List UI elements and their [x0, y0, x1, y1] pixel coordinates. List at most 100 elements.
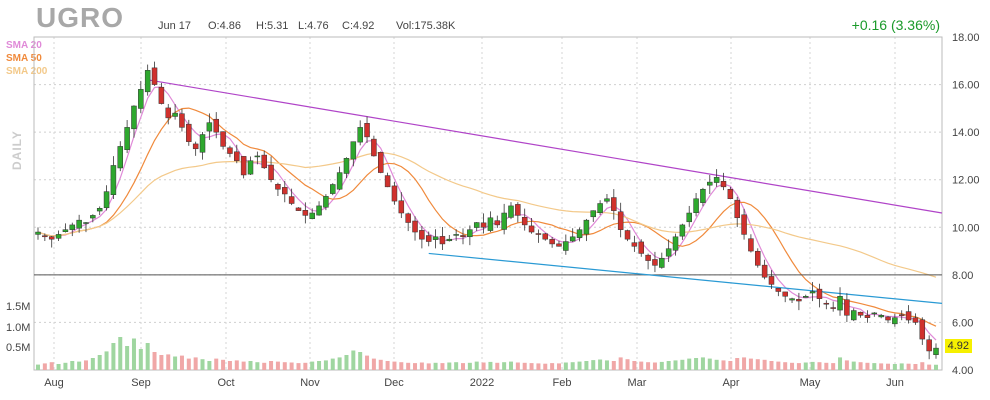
- price-tick-label: 10.00: [952, 222, 980, 234]
- volume-bar: [330, 358, 335, 370]
- volume-bar: [399, 362, 404, 370]
- candle-body: [336, 172, 343, 190]
- candle-body: [138, 89, 144, 109]
- time-tick-label: Jun: [886, 377, 904, 389]
- volume-bar: [680, 359, 685, 370]
- candle-body: [782, 291, 788, 297]
- volume-bar: [166, 354, 171, 370]
- volume-bar: [632, 361, 637, 370]
- volume-bar: [673, 360, 678, 370]
- moving-averages: [37, 86, 937, 341]
- sma-200-legend[interactable]: SMA 200: [6, 66, 48, 77]
- candle-body: [796, 299, 802, 302]
- candle-body: [686, 212, 692, 223]
- volume-bar: [550, 363, 555, 370]
- candle-body: [576, 229, 583, 238]
- price-change: +0.16 (3.36%): [851, 17, 940, 33]
- candle-body: [158, 86, 165, 104]
- candle-body: [323, 196, 329, 208]
- volume-bar: [474, 361, 479, 370]
- volume-bar: [310, 361, 315, 370]
- volume-bar: [179, 355, 184, 370]
- candle-body: [186, 123, 192, 142]
- volume-bar: [269, 361, 274, 370]
- volume-bar: [118, 337, 123, 370]
- candle-body: [234, 151, 240, 161]
- volume-bar: [666, 361, 671, 370]
- time-tick-label: Nov: [300, 377, 320, 389]
- candle-body: [425, 235, 432, 242]
- volume-bar: [748, 358, 753, 370]
- candle-body: [850, 310, 857, 321]
- candle-body: [309, 212, 315, 220]
- candle-body: [823, 302, 830, 305]
- price-tick-label: 16.00: [952, 80, 980, 92]
- candle-body: [316, 205, 322, 216]
- candle-body: [926, 339, 932, 352]
- candle-body: [254, 155, 261, 158]
- candle-body: [227, 147, 233, 154]
- volume-bar: [262, 362, 267, 370]
- candle-body: [90, 215, 96, 219]
- volume-axis: 1.5M 1.0M 0.5M: [6, 301, 30, 354]
- candle-body: [42, 235, 48, 238]
- candle-body: [741, 214, 747, 235]
- volume-tick-label: 1.0M: [6, 322, 30, 334]
- candle-body: [816, 288, 823, 299]
- volume-bar: [36, 364, 40, 370]
- volume-bar: [913, 364, 918, 370]
- candle-body: [96, 208, 103, 212]
- sma-20-legend[interactable]: SMA 20: [6, 40, 42, 51]
- candle-body: [775, 287, 782, 292]
- volume-bar: [687, 358, 692, 370]
- candle-body: [124, 127, 130, 150]
- volume-bar: [865, 362, 870, 370]
- candle-body: [213, 118, 219, 133]
- volume-bar: [591, 360, 596, 370]
- candle-body: [295, 207, 302, 211]
- candle-body: [755, 250, 761, 266]
- volume-bar: [145, 343, 150, 370]
- time-tick-label: Apr: [722, 377, 739, 389]
- volume-bar: [63, 362, 68, 370]
- volume-bar: [570, 362, 575, 370]
- candle-body: [487, 217, 494, 231]
- volume-bar: [563, 362, 568, 370]
- candle-body: [268, 164, 274, 180]
- volume-bar: [796, 363, 801, 370]
- candle-body: [652, 259, 658, 266]
- time-tick-label: May: [800, 377, 821, 389]
- candle-body: [535, 233, 542, 235]
- price-axis: 18.00 16.00 14.00 12.00 10.00 8.00 6.00 4.00: [952, 32, 980, 377]
- time-tick-label: Aug: [44, 377, 64, 389]
- candle-body: [261, 154, 267, 169]
- candle-body: [357, 127, 363, 143]
- sma-50-legend[interactable]: SMA 50: [6, 53, 42, 64]
- candle-body: [789, 298, 795, 301]
- candle-body: [556, 243, 562, 247]
- candle-body: [898, 314, 905, 316]
- candle-body: [384, 175, 391, 188]
- candle-body: [809, 291, 816, 294]
- close-value: C:4.92: [342, 20, 375, 32]
- candle-body: [611, 197, 617, 211]
- time-tick-label: Dec: [384, 377, 404, 389]
- candle-body: [282, 187, 288, 195]
- candle-body: [583, 219, 590, 235]
- volume-bar: [769, 361, 774, 370]
- candle-body: [480, 222, 487, 228]
- volume-bar: [42, 363, 47, 370]
- candle-body: [494, 220, 501, 226]
- candle-body: [597, 203, 603, 213]
- volume-bar: [234, 360, 239, 370]
- volume-bar: [700, 357, 705, 370]
- candle-body: [508, 205, 514, 218]
- candle-body: [919, 319, 926, 340]
- candle-body: [933, 347, 939, 355]
- volume-bar: [371, 358, 376, 370]
- volume-bar: [248, 361, 253, 370]
- volume-bar: [378, 359, 383, 370]
- candle-body: [240, 156, 247, 176]
- volume-bar: [892, 364, 897, 370]
